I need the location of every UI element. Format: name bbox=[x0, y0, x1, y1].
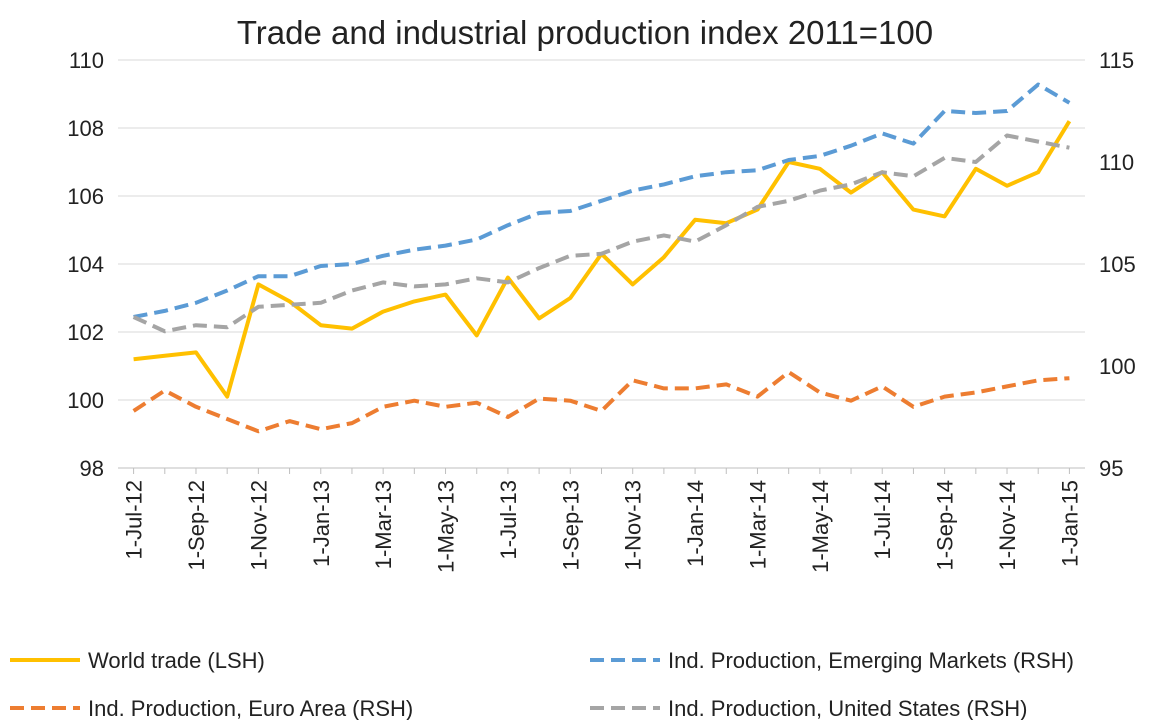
series-line bbox=[132, 133, 1070, 334]
x-tick-label: 1-Jan-13 bbox=[309, 480, 334, 567]
x-tick-label: 1-Jul-12 bbox=[122, 480, 147, 559]
x-tick-label: 1-May-14 bbox=[808, 480, 833, 573]
y2-tick-label: 100 bbox=[1099, 354, 1136, 379]
y2-tick-label: 115 bbox=[1099, 48, 1134, 73]
y-tick-label: 104 bbox=[67, 252, 104, 277]
x-tick-label: 1-Jan-14 bbox=[683, 480, 708, 567]
legend-label: Ind. Production, United States (RSH) bbox=[668, 696, 1028, 720]
y-tick-label: 98 bbox=[80, 456, 104, 481]
x-tick-label: 1-Nov-12 bbox=[246, 480, 271, 570]
x-tick-label: 1-Jan-15 bbox=[1057, 480, 1082, 567]
legend-label: Ind. Production, Emerging Markets (RSH) bbox=[668, 648, 1074, 673]
x-tick-label: 1-Mar-14 bbox=[745, 480, 770, 569]
series-line bbox=[132, 370, 1070, 434]
x-tick-label: 1-Nov-13 bbox=[621, 480, 646, 570]
y-tick-label: 100 bbox=[67, 388, 104, 413]
legend-label: World trade (LSH) bbox=[88, 648, 265, 673]
y2-tick-label: 105 bbox=[1099, 252, 1136, 277]
y-tick-label: 106 bbox=[67, 184, 104, 209]
chart-title: Trade and industrial production index 20… bbox=[237, 14, 933, 51]
x-tick-label: 1-Nov-14 bbox=[995, 480, 1020, 570]
x-tick-label: 1-Sep-13 bbox=[558, 480, 583, 571]
x-tick-label: 1-Jul-14 bbox=[870, 480, 895, 559]
y2-tick-label: 110 bbox=[1099, 150, 1134, 175]
x-tick-label: 1-Jul-13 bbox=[496, 480, 521, 559]
y-tick-label: 110 bbox=[69, 48, 104, 73]
x-tick-label: 1-Mar-13 bbox=[371, 480, 396, 569]
y2-tick-label: 95 bbox=[1099, 456, 1123, 481]
y-tick-label: 102 bbox=[67, 320, 104, 345]
x-tick-label: 1-Sep-12 bbox=[184, 480, 209, 571]
series-line bbox=[133, 82, 1071, 319]
legend-label: Ind. Production, Euro Area (RSH) bbox=[88, 696, 413, 720]
y-tick-label: 108 bbox=[67, 116, 104, 141]
series-line bbox=[133, 120, 1072, 399]
x-tick-label: 1-Sep-14 bbox=[933, 480, 958, 571]
x-tick-label: 1-May-13 bbox=[434, 480, 459, 573]
